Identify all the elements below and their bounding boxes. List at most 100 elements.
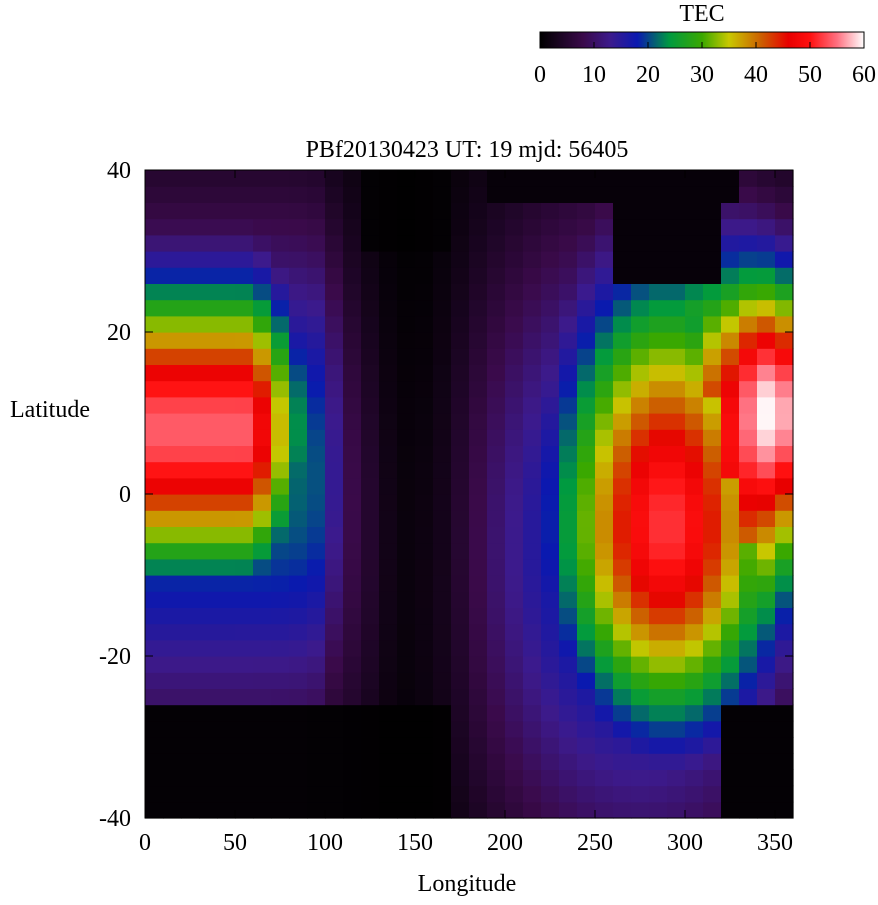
heatmap-cell [595, 737, 614, 754]
heatmap-cell [631, 639, 650, 657]
heatmap-cell [577, 542, 596, 560]
heatmap-cell [379, 558, 398, 576]
heatmap-cell [577, 785, 596, 803]
heatmap-cell [703, 251, 722, 268]
heatmap-cell [595, 704, 614, 722]
heatmap-cell [361, 170, 380, 187]
heatmap-cell [397, 283, 416, 301]
heatmap-cell [541, 445, 560, 463]
heatmap-cell [487, 202, 506, 220]
heatmap-cell [217, 737, 236, 754]
heatmap-cell [325, 234, 344, 252]
heatmap-cell [757, 429, 776, 446]
heatmap-cell [631, 332, 650, 349]
heatmap-cell [685, 170, 704, 187]
heatmap-cell [451, 283, 470, 301]
heatmap-cell [361, 688, 380, 706]
heatmap-cell [685, 801, 704, 819]
heatmap-cell [253, 785, 272, 803]
heatmap-cell [307, 429, 326, 446]
heatmap-cell [469, 396, 488, 414]
heatmap-cell [541, 299, 560, 317]
heatmap-cell [235, 234, 254, 252]
heatmap-cell [325, 720, 344, 738]
heatmap-cell [415, 348, 434, 365]
heatmap-cell [145, 332, 164, 349]
heatmap-cell [487, 623, 506, 641]
heatmap-cell [397, 251, 416, 268]
heatmap-cell [649, 348, 668, 365]
heatmap-cell [487, 769, 506, 787]
heatmap-cell [613, 510, 632, 527]
heatmap-cell [631, 688, 650, 706]
heatmap-cell [487, 477, 506, 495]
colorbar-tick-label: 10 [582, 62, 606, 88]
heatmap-cell [199, 785, 218, 803]
heatmap-cell [469, 591, 488, 608]
heatmap-cell [469, 753, 488, 770]
heatmap-cell [181, 737, 200, 754]
heatmap-cell [541, 510, 560, 527]
heatmap-cell [649, 558, 668, 576]
heatmap-cell [289, 623, 308, 641]
heatmap-cell [505, 267, 524, 284]
heatmap-cell [415, 494, 434, 511]
heatmap-cell [631, 315, 650, 333]
heatmap-cell [433, 688, 452, 706]
heatmap-cell [685, 202, 704, 220]
heatmap-cell [505, 218, 524, 236]
heatmap-cell [649, 186, 668, 203]
heatmap-cell [289, 299, 308, 317]
heatmap-cell [307, 380, 326, 398]
heatmap-cell [487, 186, 506, 203]
heatmap-cell [505, 234, 524, 252]
heatmap-cell [649, 299, 668, 317]
heatmap-cell [685, 267, 704, 284]
heatmap-cell [253, 396, 272, 414]
heatmap-cell [523, 801, 542, 819]
heatmap-cell [595, 364, 614, 382]
heatmap-cell [631, 186, 650, 203]
heatmap-cell [469, 542, 488, 560]
heatmap-cell [163, 688, 182, 706]
heatmap-cell [433, 186, 452, 203]
heatmap-cell [199, 526, 218, 544]
heatmap-cell [163, 299, 182, 317]
heatmap-cell [757, 639, 776, 657]
heatmap-cell [757, 494, 776, 511]
heatmap-cell [505, 688, 524, 706]
heatmap-cell [325, 186, 344, 203]
heatmap-cell [685, 656, 704, 673]
heatmap-cell [235, 332, 254, 349]
heatmap-cell [613, 202, 632, 220]
heatmap-cell [433, 591, 452, 608]
heatmap-cell [253, 639, 272, 657]
heatmap-cell [343, 315, 362, 333]
heatmap-cell [307, 396, 326, 414]
heatmap-cell [253, 202, 272, 220]
heatmap-cell [469, 704, 488, 722]
heatmap-cell [397, 445, 416, 463]
heatmap-cell [757, 510, 776, 527]
heatmap-cell [523, 332, 542, 349]
heatmap-cell [757, 623, 776, 641]
heatmap-cell [757, 364, 776, 382]
heatmap-cell [757, 688, 776, 706]
heatmap-cell [541, 672, 560, 689]
heatmap-cell [343, 542, 362, 560]
heatmap-cell [667, 720, 686, 738]
heatmap-cell [235, 380, 254, 398]
heatmap-cell [253, 218, 272, 236]
heatmap-cell [163, 396, 182, 414]
heatmap-cell [163, 445, 182, 463]
heatmap-cell [451, 332, 470, 349]
heatmap-cell [739, 218, 758, 236]
heatmap-cell [739, 445, 758, 463]
heatmap-cell [613, 477, 632, 495]
heatmap-cell [631, 801, 650, 819]
heatmap-cell [559, 720, 578, 738]
heatmap-cell [289, 639, 308, 657]
heatmap-cell [325, 737, 344, 754]
heatmap-cell [721, 510, 740, 527]
heatmap-cell [253, 575, 272, 592]
